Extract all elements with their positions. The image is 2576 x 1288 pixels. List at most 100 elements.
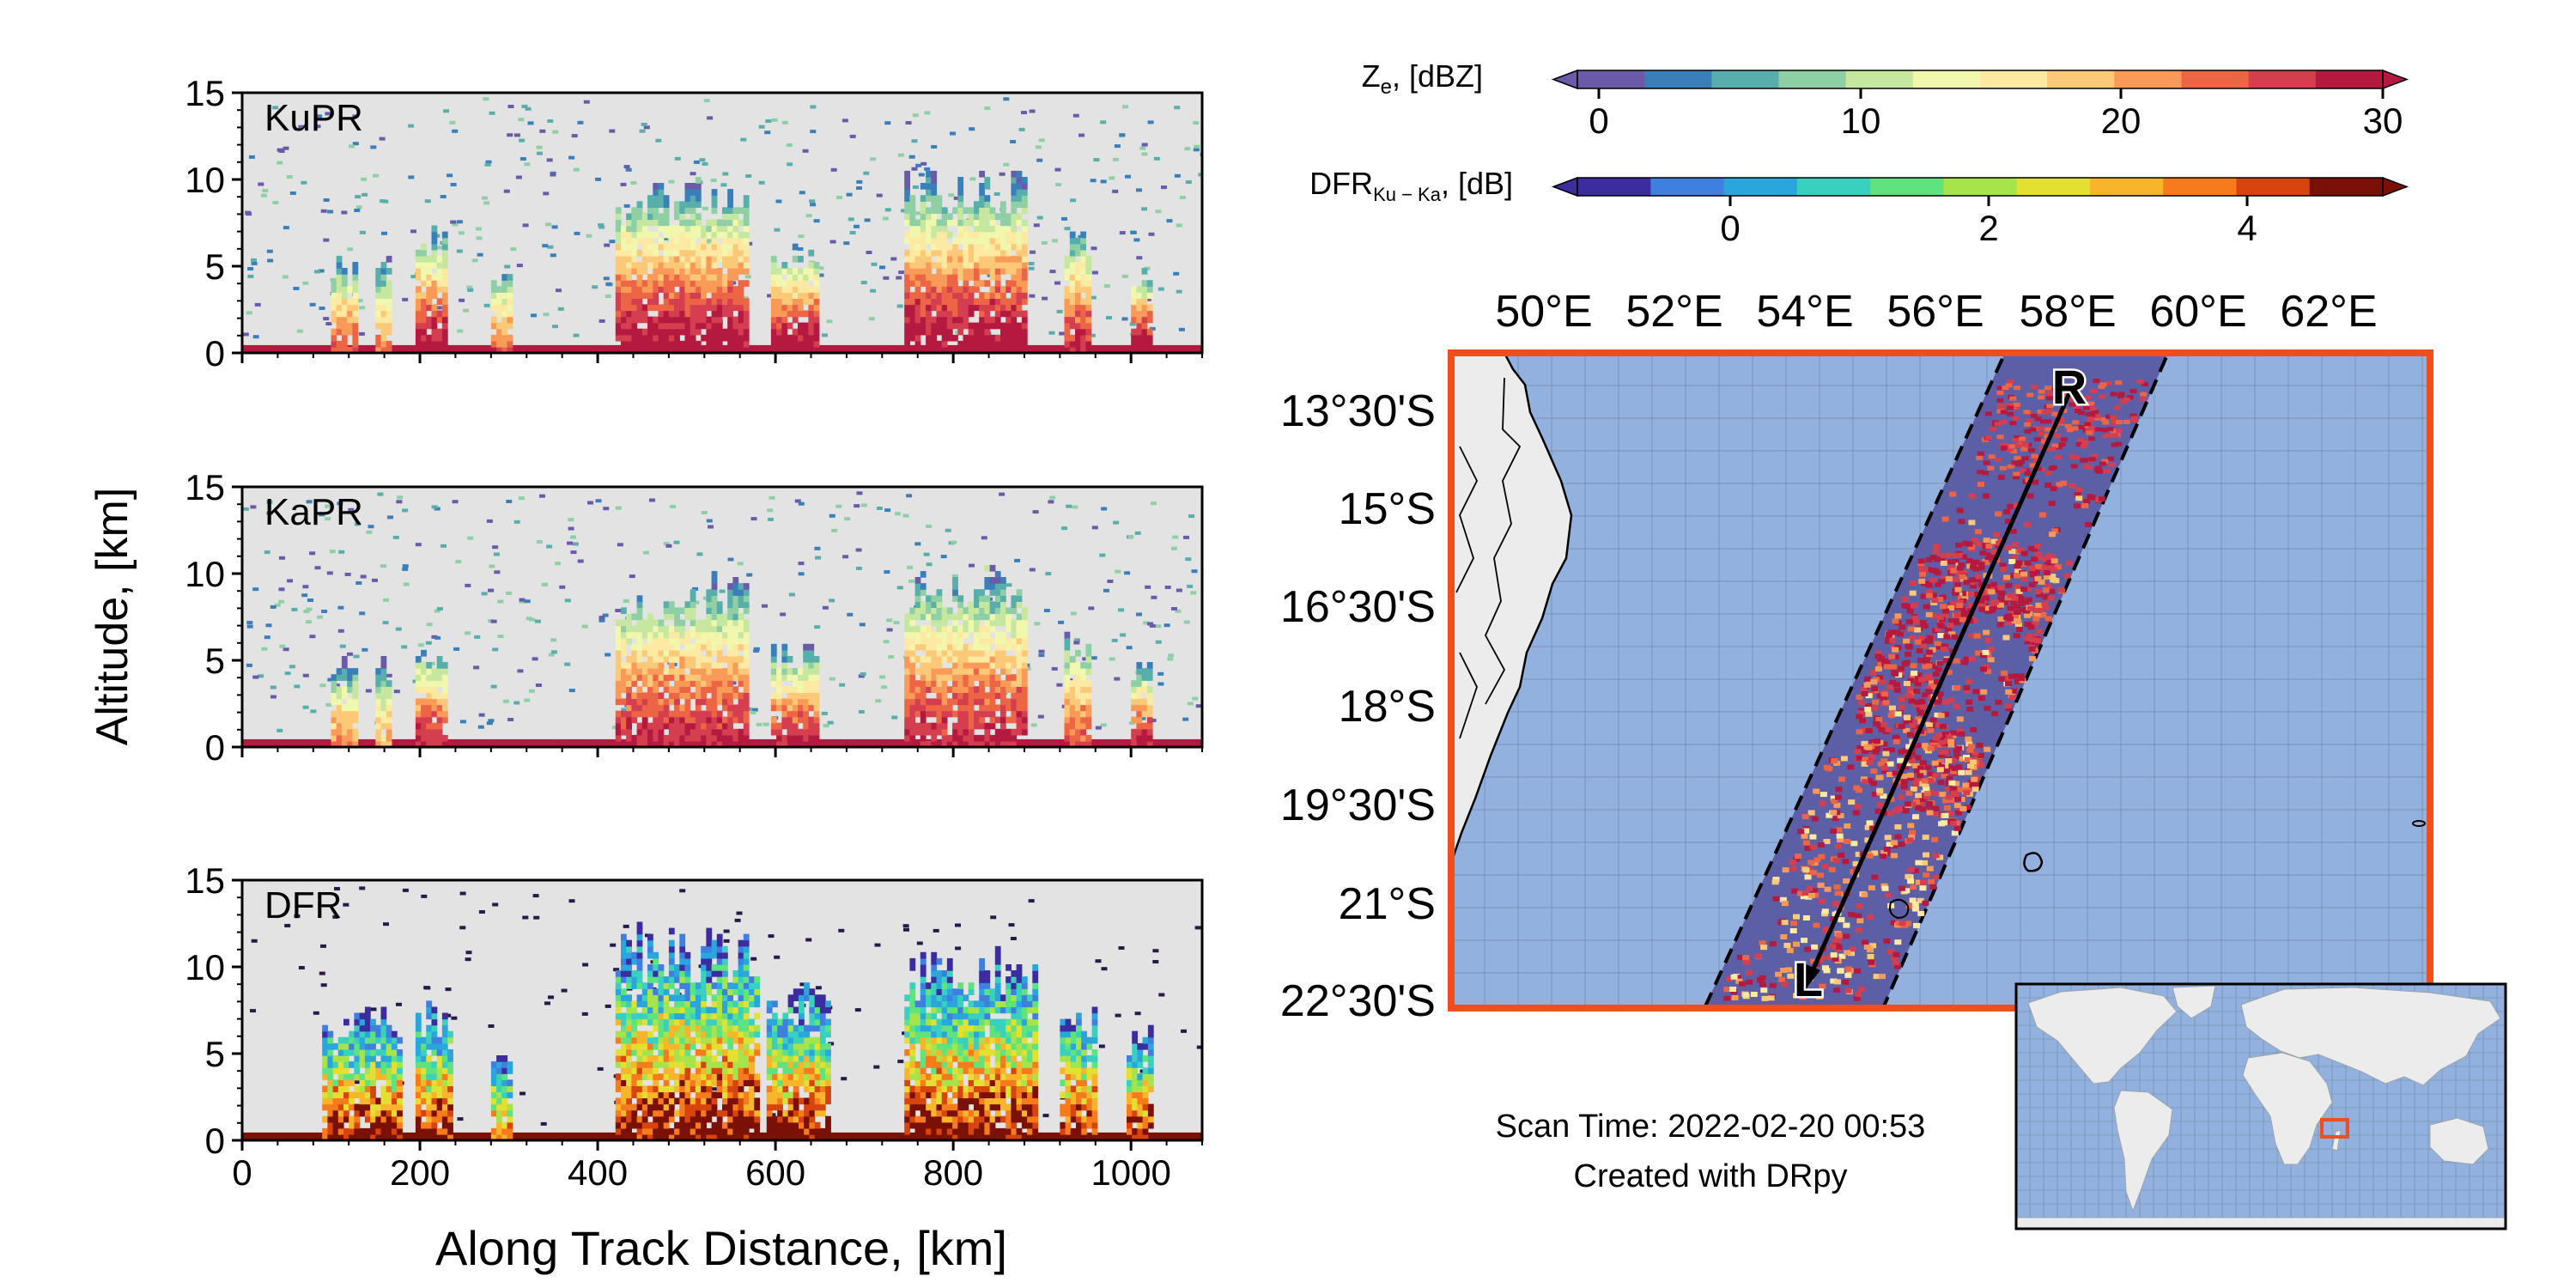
precip-cell <box>909 734 916 742</box>
precip-cell <box>946 219 953 227</box>
precip-cell <box>431 686 438 693</box>
precip-cell <box>354 1109 361 1117</box>
precip-cell <box>441 680 448 687</box>
noise-cell <box>720 183 727 187</box>
noise-cell <box>1143 621 1150 625</box>
noise-cell <box>854 504 860 508</box>
precip-cell <box>431 722 438 730</box>
precip-cell <box>968 298 975 306</box>
noise-cell <box>1141 152 1148 156</box>
precip-cell <box>1141 710 1148 718</box>
precip-cell <box>364 1024 371 1032</box>
precip-cell <box>364 1036 371 1044</box>
precip-cell <box>636 304 643 312</box>
noise-cell <box>926 562 933 567</box>
precip-cell <box>674 1055 680 1062</box>
precip-cell <box>322 1067 328 1074</box>
precip-cell <box>679 310 686 318</box>
precip-cell <box>706 243 713 251</box>
noise-cell <box>1187 584 1194 588</box>
noise-cell <box>951 574 958 578</box>
precip-cell <box>743 698 750 706</box>
precip-cell <box>701 674 707 681</box>
precip-cell <box>636 219 643 227</box>
noise-cell <box>325 322 332 325</box>
precip-cell <box>904 268 910 275</box>
precip-cell <box>663 1121 670 1129</box>
precip-cell <box>743 219 750 227</box>
precip-cell <box>920 262 927 269</box>
precip-cell <box>808 698 815 706</box>
precip-cell <box>679 255 686 263</box>
precip-cell <box>716 255 723 263</box>
precip-cell <box>668 1018 675 1026</box>
noise-cell <box>1028 266 1035 270</box>
noise-cell <box>1191 569 1198 574</box>
precip-cell <box>679 207 686 214</box>
precip-cell <box>1021 310 1028 318</box>
precip-cell <box>798 674 804 681</box>
precip-cell <box>920 674 927 681</box>
precip-cell <box>1064 649 1071 657</box>
precip-cell <box>415 674 422 681</box>
precip-cell <box>653 304 659 312</box>
precip-cell <box>336 304 343 312</box>
noise-cell <box>884 121 891 125</box>
precip-cell <box>615 740 622 747</box>
precip-cell <box>1136 674 1143 681</box>
precip-cell <box>679 1079 686 1086</box>
noise-cell <box>707 116 714 120</box>
precip-cell <box>436 1042 443 1050</box>
noise-cell <box>489 111 495 115</box>
precip-cell <box>615 668 622 675</box>
precip-cell <box>743 298 750 306</box>
precip-cell <box>711 195 718 202</box>
precip-cell <box>787 268 793 275</box>
precip-cell <box>722 219 728 227</box>
precip-cell <box>631 231 638 239</box>
precip-cell <box>1069 286 1076 293</box>
precip-cell <box>636 328 643 336</box>
precip-cell <box>711 219 718 227</box>
precip-cell <box>653 201 659 208</box>
precip-cell <box>386 1127 392 1135</box>
precip-cell <box>914 304 921 312</box>
precip-cell <box>722 674 728 681</box>
precip-cell <box>994 322 1001 330</box>
precip-cell <box>706 316 713 324</box>
precip-cell <box>352 298 359 306</box>
precip-cell <box>1000 310 1006 318</box>
noise-cell <box>251 261 258 265</box>
noise-cell <box>532 894 539 898</box>
noise-cell <box>900 209 907 213</box>
precip-cell <box>770 292 777 299</box>
precip-cell <box>426 1000 433 1008</box>
noise-cell <box>383 598 389 602</box>
precip-cell <box>653 637 659 645</box>
precip-cell <box>679 304 686 312</box>
precip-cell <box>727 668 733 675</box>
precip-cell <box>380 1012 387 1020</box>
precip-cell <box>496 292 502 299</box>
precip-cell <box>738 643 744 651</box>
precip-cell <box>658 1012 665 1020</box>
precip-cell <box>636 704 643 712</box>
precip-cell <box>690 601 696 608</box>
noise-cell <box>1113 520 1120 525</box>
precip-cell <box>690 298 696 306</box>
precip-cell <box>914 286 921 293</box>
precip-cell <box>701 268 707 275</box>
precip-cell <box>380 740 387 747</box>
precip-cell <box>621 728 627 736</box>
noise-cell <box>1064 227 1071 231</box>
precip-cell <box>994 643 1001 651</box>
precip-cell <box>695 619 702 627</box>
precip-cell <box>984 619 991 627</box>
precip-cell <box>727 619 733 627</box>
precip-cell <box>1016 328 1023 336</box>
precip-cell <box>436 674 443 681</box>
noise-cell <box>382 621 389 625</box>
noise-cell <box>1021 111 1027 115</box>
precip-cell <box>989 680 996 687</box>
precip-cell <box>776 328 782 336</box>
